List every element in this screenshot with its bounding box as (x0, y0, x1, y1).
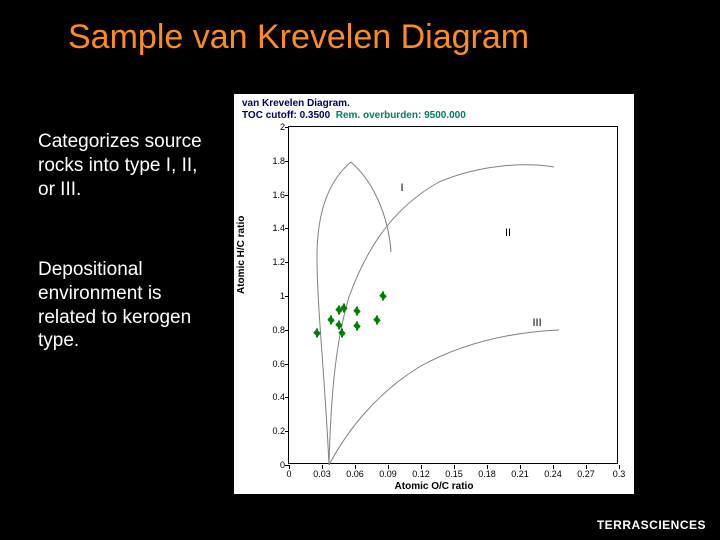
van-krevelen-chart: van Krevelen Diagram. TOC cutoff: 0.3500… (234, 94, 634, 494)
chart-title-line1: van Krevelen Diagram. (242, 98, 350, 109)
description-2: Depositional environment is related to k… (38, 258, 208, 353)
plot-area: 00.20.40.60.811.21.41.61.8200.030.060.09… (288, 126, 618, 464)
slide-title: Sample van Krevelen Diagram (0, 0, 720, 57)
y-axis-label: Atomic H/C ratio (236, 216, 247, 294)
x-axis-label: Atomic O/C ratio (234, 481, 634, 492)
footer-brand: TERRASCIENCES (597, 518, 706, 532)
description-1: Categorizes source rocks into type I, II… (38, 130, 208, 201)
chart-title-line2: TOC cutoff: 0.3500 Rem. overburden: 9500… (242, 110, 466, 121)
